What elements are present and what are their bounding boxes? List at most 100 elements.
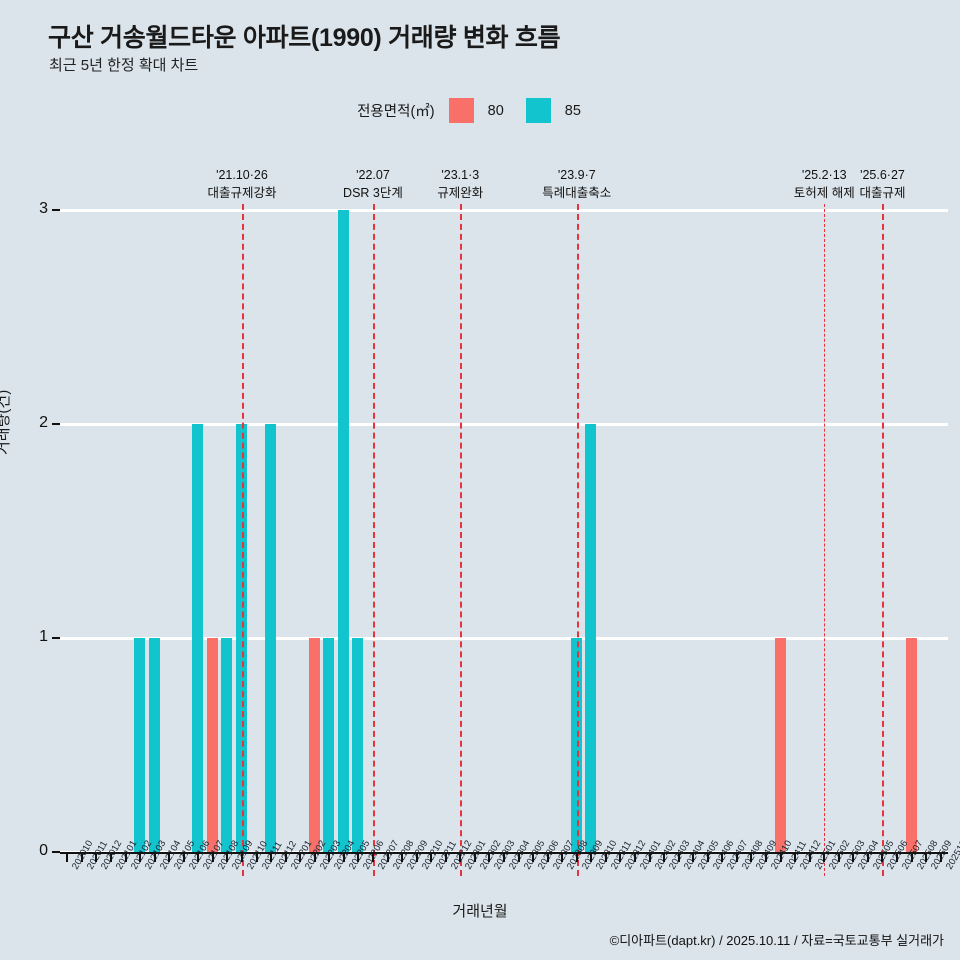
x-tick-202504 xyxy=(852,854,855,862)
plot-area xyxy=(60,204,948,876)
footer-credit: ©디아파트(dapt.kr) / 2025.10.11 / 자료=국토교통부 실… xyxy=(609,933,944,948)
y-tick-label-2: 2 xyxy=(39,414,48,431)
x-tick-202311 xyxy=(604,854,607,862)
event-date-202309: '23.9·7 xyxy=(557,168,596,182)
y-tick-mark-3 xyxy=(52,209,60,211)
y-tick-label-3: 3 xyxy=(39,200,48,217)
x-tick-202106 xyxy=(182,854,185,862)
x-tick-202107 xyxy=(197,854,200,862)
x-tick-202203 xyxy=(313,854,316,862)
legend-title: 전용면적(㎡) xyxy=(357,104,435,120)
x-tick-202112 xyxy=(270,854,273,862)
x-tick-202207 xyxy=(371,854,374,862)
legend-label-85: 85 xyxy=(564,102,581,119)
legend-item-80[interactable]: 80 xyxy=(448,98,504,123)
x-tick-202406 xyxy=(706,854,709,862)
event-date-202301: '23.1·3 xyxy=(441,168,480,182)
x-tick-202303 xyxy=(488,854,491,862)
event-line-202506 xyxy=(882,204,885,876)
x-tick-202102 xyxy=(124,854,127,862)
x-tick-202202 xyxy=(299,854,302,862)
x-tick-202111 xyxy=(255,854,258,862)
y-tick-label-0: 0 xyxy=(39,842,48,859)
x-tick-202405 xyxy=(692,854,695,862)
event-text-202309: 특례대출축소 xyxy=(542,186,612,201)
legend-label-80: 80 xyxy=(487,102,504,119)
bar-202205-85[interactable] xyxy=(337,210,349,852)
x-tick-202402 xyxy=(648,854,651,862)
y-tick-mark-0 xyxy=(52,851,60,853)
bar-202204-85[interactable] xyxy=(323,638,335,852)
event-text-202301: 규제완화 xyxy=(437,186,484,201)
x-tick-202412 xyxy=(794,854,797,862)
bar-202103-85[interactable] xyxy=(134,638,146,852)
x-tick-202507 xyxy=(896,854,899,862)
x-tick-202110 xyxy=(240,854,243,862)
x-tick-202012 xyxy=(95,854,98,862)
x-tick-202108 xyxy=(211,854,214,862)
bar-202310-85[interactable] xyxy=(585,424,597,852)
x-tick-202308 xyxy=(561,854,564,862)
x-tick-202105 xyxy=(168,854,171,862)
x-tick-202510 xyxy=(939,854,942,862)
x-tick-202305 xyxy=(517,854,520,862)
x-tick-202205 xyxy=(342,854,345,862)
x-tick-202411 xyxy=(779,854,782,862)
event-date-202502: '25.2·13 xyxy=(801,168,847,182)
page-subtitle: 최근 5년 한정 확대 차트 xyxy=(49,57,199,74)
x-tick-202312 xyxy=(619,854,622,862)
event-date-202506: '25.6·27 xyxy=(860,168,905,182)
bar-202508-80[interactable] xyxy=(905,638,917,852)
event-date-202110: '21.10·26 xyxy=(216,168,268,182)
x-axis-line xyxy=(60,852,948,854)
x-tick-202101 xyxy=(109,854,112,862)
gridline-1 xyxy=(60,636,948,640)
x-tick-202506 xyxy=(881,854,884,862)
page-title: 구산 거송월드타운 아파트(1990) 거래량 변화 흐름 xyxy=(48,24,561,52)
x-tick-202010 xyxy=(66,854,69,862)
bar-202104-85[interactable] xyxy=(148,638,160,852)
x-tick-202304 xyxy=(503,854,505,862)
x-tick-202404 xyxy=(677,854,680,862)
x-tick-202401 xyxy=(634,854,637,862)
x-axis-title: 거래년월 xyxy=(452,903,508,920)
bar-202411-80[interactable] xyxy=(774,638,786,852)
x-tick-202204 xyxy=(328,854,331,862)
bar-202109-85[interactable] xyxy=(221,638,233,852)
x-tick-202104 xyxy=(153,854,156,862)
bar-202309-85[interactable] xyxy=(570,638,582,852)
bar-202107-85[interactable] xyxy=(192,424,204,852)
bar-202203-80[interactable] xyxy=(308,638,320,852)
event-line-202502 xyxy=(824,204,826,876)
y-tick-mark-2 xyxy=(52,423,60,425)
legend-item-85[interactable]: 85 xyxy=(525,98,581,123)
x-tick-202403 xyxy=(663,854,666,862)
x-tick-202505 xyxy=(866,854,869,862)
x-tick-202210 xyxy=(415,854,418,862)
x-tick-202212 xyxy=(444,854,447,862)
x-tick-202011 xyxy=(80,854,83,862)
event-line-202110 xyxy=(241,204,244,876)
x-tick-202211 xyxy=(430,854,433,862)
x-tick-202501 xyxy=(808,854,811,862)
event-annotation-202301: '23.1·3 규제완화 xyxy=(390,166,530,202)
bar-202112-85[interactable] xyxy=(265,424,277,852)
event-text-202110: 대출규제강화 xyxy=(207,186,277,201)
x-tick-202309 xyxy=(575,854,578,862)
legend-swatch-80 xyxy=(448,98,474,123)
x-tick-202301 xyxy=(459,854,462,862)
bar-202206-85[interactable] xyxy=(352,638,364,852)
bar-202108-80[interactable] xyxy=(206,638,218,852)
bar-202110-85[interactable] xyxy=(235,424,247,852)
x-tick-202206 xyxy=(357,854,360,862)
x-tick-202310 xyxy=(590,854,593,862)
x-tick-202201 xyxy=(284,854,287,862)
event-text-202207: DSR 3단계 xyxy=(343,186,403,201)
event-line-202309 xyxy=(576,204,579,876)
event-text-202502: 토허제 해제 xyxy=(793,186,855,201)
x-tick-202209 xyxy=(401,854,404,862)
event-annotation-202506: '25.6·27 대출규제 xyxy=(812,166,952,202)
x-tick-202103 xyxy=(139,854,142,862)
event-annotation-202110: '21.10·26 대출규제강화 xyxy=(172,166,312,202)
x-tick-202509 xyxy=(925,854,928,862)
